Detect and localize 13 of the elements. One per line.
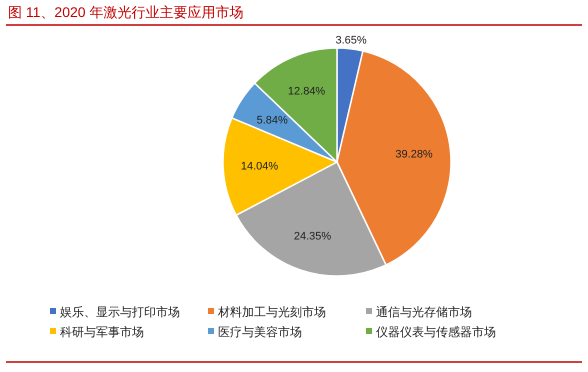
data-label: 14.04% <box>240 160 278 172</box>
data-label: 12.84% <box>288 86 326 98</box>
legend-label: 娱乐、显示与打印市场 <box>60 305 180 319</box>
legend-label: 仪器仪表与传感器市场 <box>376 325 496 339</box>
legend-label: 通信与光存储市场 <box>376 305 472 319</box>
legend-label: 医疗与美容市场 <box>218 325 302 339</box>
data-label: 3.65% <box>335 34 367 47</box>
legend-label: 科研与军事市场 <box>60 325 144 339</box>
data-label: 24.35% <box>294 230 332 243</box>
data-label: 39.28% <box>395 148 433 161</box>
legend-label: 材料加工与光刻市场 <box>217 305 326 319</box>
data-label: 5.84% <box>256 114 288 126</box>
chart-title: 图 11、2020 年激光行业主要应用市场 <box>8 4 244 20</box>
